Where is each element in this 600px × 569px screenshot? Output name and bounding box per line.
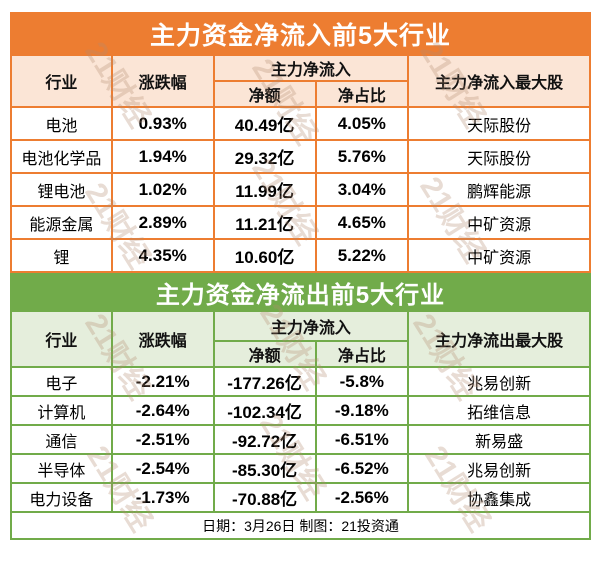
cell-net-ratio: -6.52% [314,453,410,484]
cell-change: -2.64% [110,395,215,426]
table-row: 锂电池 1.02% 11.99亿 3.04% 鹏辉能源 [10,172,591,207]
cell-industry: 通信 [10,424,113,455]
inflow-title-row: 主力资金净流入前5大行业 [10,12,591,56]
cell-change: -2.51% [110,424,215,455]
cell-top-stock: 拓维信息 [407,395,591,426]
cell-net-amount: -70.88亿 [212,482,317,513]
cell-industry: 锂 [10,238,113,273]
cell-change: 1.94% [110,139,215,174]
cell-net-amount: -102.34亿 [212,395,317,426]
cell-top-stock: 协鑫集成 [407,482,591,513]
header-industry: 行业 [10,54,113,108]
cell-net-ratio: 5.76% [314,139,410,174]
cell-industry: 电池 [10,106,113,141]
cell-net-amount: 11.99亿 [212,172,317,207]
header-change: 涨跌幅 [110,310,215,368]
cell-net-amount: -85.30亿 [212,453,317,484]
cell-net-amount: 11.21亿 [212,205,317,240]
cell-net-ratio: 5.22% [314,238,410,273]
table-row: 通信 -2.51% -92.72亿 -6.51% 新易盛 [10,424,591,455]
header-net-ratio: 净占比 [314,80,410,108]
cell-net-ratio: -2.56% [314,482,410,513]
table-row: 电子 -2.21% -177.26亿 -5.8% 兆易创新 [10,366,591,397]
cell-net-amount: -92.72亿 [212,424,317,455]
outflow-header-row-1: 行业 涨跌幅 主力净流入 主力净流出最大股 [10,310,591,368]
header-net-amount: 净额 [212,80,317,108]
cell-industry: 计算机 [10,395,113,426]
outflow-title: 主力资金净流出前5大行业 [10,273,591,312]
cell-net-amount: 29.32亿 [212,139,317,174]
cell-net-ratio: 3.04% [314,172,410,207]
header-change: 涨跌幅 [110,54,215,108]
cell-change: 2.89% [110,205,215,240]
cell-net-amount: 10.60亿 [212,238,317,273]
cell-net-ratio: -5.8% [314,366,410,397]
tables-wrapper: 主力资金净流入前5大行业 行业 涨跌幅 主力净流入 主力净流入最大股 净额 净占… [10,12,591,540]
outflow-table: 主力资金净流出前5大行业 行业 涨跌幅 主力净流入 主力净流出最大股 净额 净占… [10,273,591,540]
header-net-amount: 净额 [212,340,317,368]
table-row: 电力设备 -1.73% -70.88亿 -2.56% 协鑫集成 [10,482,591,513]
table-row: 锂 4.35% 10.60亿 5.22% 中矿资源 [10,238,591,273]
header-industry: 行业 [10,310,113,368]
cell-net-amount: -177.26亿 [212,366,317,397]
table-row: 电池化学品 1.94% 29.32亿 5.76% 天际股份 [10,139,591,174]
cell-industry: 半导体 [10,453,113,484]
inflow-header-row-2: 净额 净占比 [11,80,590,108]
table-row: 半导体 -2.54% -85.30亿 -6.52% 兆易创新 [10,453,591,484]
cell-net-ratio: 4.05% [314,106,410,141]
cell-top-stock: 兆易创新 [407,453,591,484]
header-net-ratio: 净占比 [314,340,410,368]
cell-top-stock: 新易盛 [407,424,591,455]
cell-net-amount: 40.49亿 [212,106,317,141]
cell-net-ratio: -9.18% [314,395,410,426]
cell-top-stock: 中矿资源 [407,238,591,273]
table-row: 计算机 -2.64% -102.34亿 -9.18% 拓维信息 [10,395,591,426]
cell-industry: 锂电池 [10,172,113,207]
table-row: 能源金属 2.89% 11.21亿 4.65% 中矿资源 [10,205,591,240]
cell-net-ratio: 4.65% [314,205,410,240]
cell-change: -2.54% [110,453,215,484]
inflow-table: 主力资金净流入前5大行业 行业 涨跌幅 主力净流入 主力净流入最大股 净额 净占… [10,12,591,273]
cell-top-stock: 鹏辉能源 [407,172,591,207]
cell-industry: 电池化学品 [10,139,113,174]
header-main-net-flow: 主力净流入 [212,310,410,342]
cell-top-stock: 中矿资源 [407,205,591,240]
cell-industry: 能源金属 [10,205,113,240]
outflow-title-row: 主力资金净流出前5大行业 [10,273,591,312]
cell-change: 1.02% [110,172,215,207]
footer-row: 日期：3月26日 制图：21投资通 [10,511,591,540]
cell-industry: 电力设备 [10,482,113,513]
header-top-stock: 主力净流入最大股 [407,54,591,108]
cell-change: 0.93% [110,106,215,141]
cell-change: -2.21% [110,366,215,397]
cell-industry: 电子 [10,366,113,397]
inflow-header-row-1: 行业 涨跌幅 主力净流入 主力净流入最大股 [10,54,591,108]
header-main-net-flow: 主力净流入 [212,54,410,82]
cell-top-stock: 兆易创新 [407,366,591,397]
footer-note: 日期：3月26日 制图：21投资通 [10,511,591,540]
cell-change: -1.73% [110,482,215,513]
table-row: 电池 0.93% 40.49亿 4.05% 天际股份 [10,106,591,141]
cell-top-stock: 天际股份 [407,106,591,141]
cell-change: 4.35% [110,238,215,273]
inflow-title: 主力资金净流入前5大行业 [10,12,591,56]
cell-top-stock: 天际股份 [407,139,591,174]
header-top-stock: 主力净流出最大股 [407,310,591,368]
cell-net-ratio: -6.51% [314,424,410,455]
outflow-header-row-2: 净额 净占比 [11,340,590,368]
